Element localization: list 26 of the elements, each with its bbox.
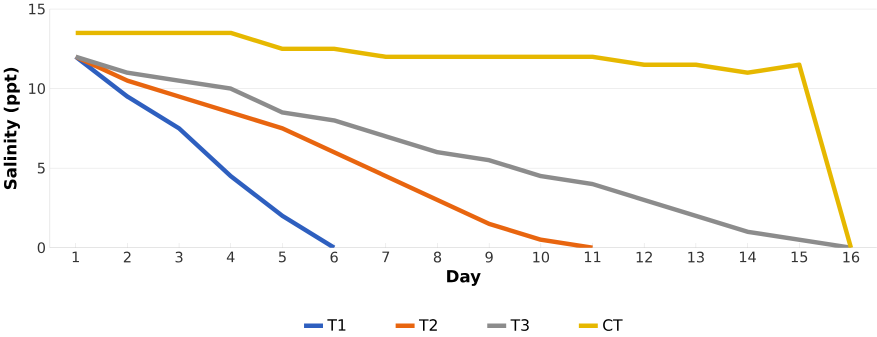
legend-label: T2 [418, 319, 437, 331]
legend-label: CT [603, 319, 623, 332]
x-tick-label: 16 [843, 252, 860, 263]
x-axis-title: Day [447, 270, 481, 286]
y-tick-label: 10 [29, 83, 45, 94]
x-tick-label: 6 [330, 252, 338, 263]
x-tick-label: 1 [72, 252, 79, 262]
y-tick-label: 0 [38, 242, 45, 254]
x-tick-label: 2 [124, 252, 131, 262]
x-tick-label: 15 [792, 252, 808, 262]
x-tick-label: 10 [533, 252, 550, 263]
x-tick-label: 8 [434, 252, 442, 263]
legend-label: T1 [327, 319, 346, 331]
legend-label: T3 [510, 319, 529, 332]
y-axis-title: Salinity (ppt) [4, 68, 20, 190]
x-tick-label: 13 [688, 252, 704, 263]
x-tick-label: 4 [226, 252, 235, 262]
x-tick-label: 12 [636, 252, 652, 262]
y-tick-label: 15 [29, 4, 45, 15]
x-tick-label: 7 [382, 252, 390, 262]
x-tick-label: 5 [278, 252, 286, 262]
x-tick-label: 9 [485, 252, 493, 263]
y-tick-label: 5 [38, 162, 45, 174]
x-tick-label: 14 [740, 252, 756, 262]
x-tick-label: 3 [176, 252, 182, 263]
x-tick-label: 11 [584, 252, 600, 262]
